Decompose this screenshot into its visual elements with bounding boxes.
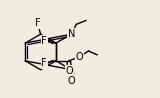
Text: F: F: [41, 36, 47, 46]
Text: O: O: [68, 76, 75, 86]
Text: O: O: [76, 52, 83, 62]
Text: F: F: [35, 18, 40, 28]
Text: O: O: [66, 66, 74, 76]
Text: N: N: [68, 29, 75, 39]
Text: F: F: [41, 58, 47, 68]
